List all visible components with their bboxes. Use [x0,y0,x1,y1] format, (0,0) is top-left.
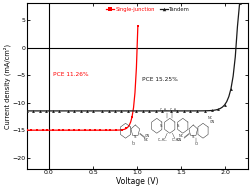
Legend: Single-junction, Tandem: Single-junction, Tandem [104,5,192,14]
Text: PCE 11.26%: PCE 11.26% [53,72,88,77]
Y-axis label: Current density (mA/cm²): Current density (mA/cm²) [4,43,11,129]
X-axis label: Voltage (V): Voltage (V) [116,177,158,186]
Text: PCE 15.25%: PCE 15.25% [141,77,177,82]
